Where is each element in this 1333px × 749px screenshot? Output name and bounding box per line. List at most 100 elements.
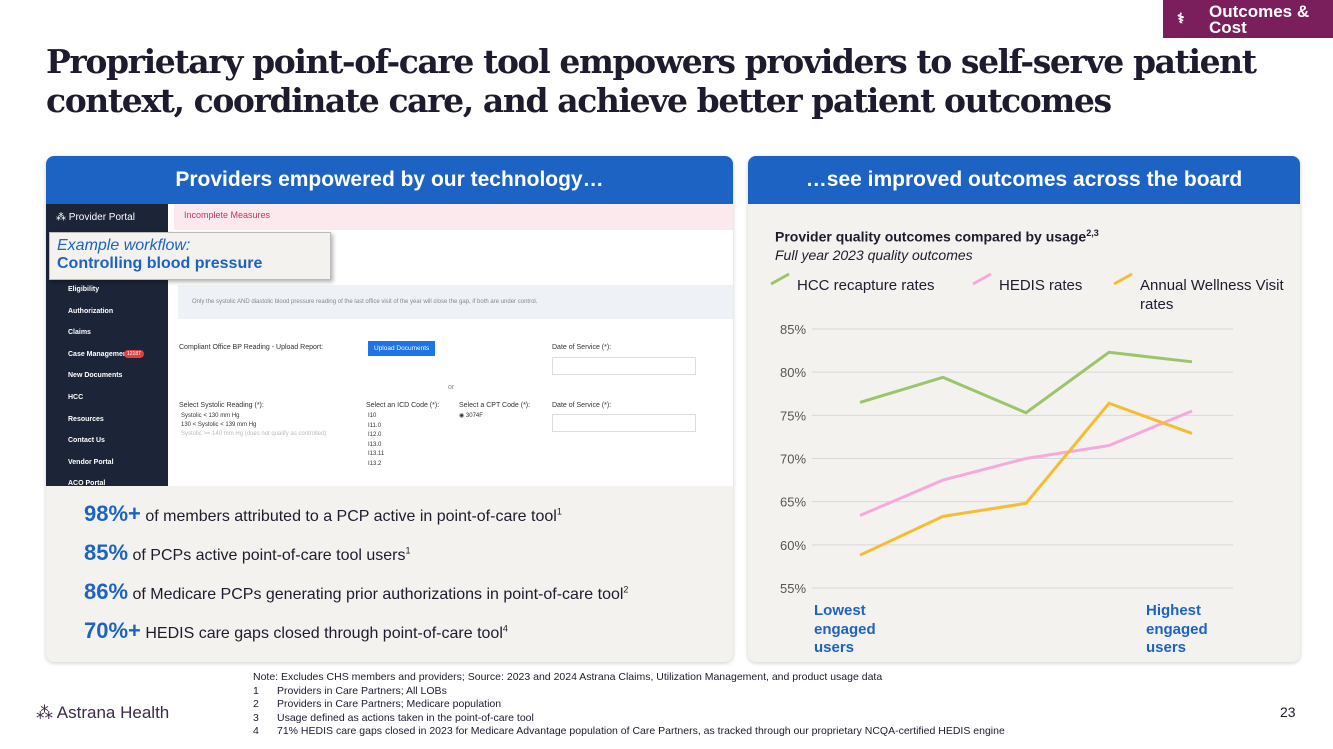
note-number: 2 — [253, 698, 259, 710]
stat-note: 4 — [502, 623, 508, 634]
panel-header: …see improved outcomes across the board — [748, 156, 1300, 204]
date-label-2: Date of Service (*): — [552, 402, 612, 409]
banner: Incomplete Measures — [174, 204, 733, 230]
radio-option: Systolic >= 140 mm Hg (does not qualify … — [181, 431, 327, 437]
cpt-label: Select a CPT Code (*): — [459, 402, 531, 409]
legend-swatch — [770, 272, 790, 286]
note-number: 3 — [253, 711, 259, 724]
category-label: Highest engaged users — [1146, 602, 1208, 656]
note: Note: Excludes CHS members and providers… — [253, 671, 883, 683]
stat-value: 86% — [84, 579, 129, 604]
radio-option: I13.0 — [368, 441, 382, 448]
chart-title-note: 2,3 — [1086, 228, 1099, 238]
upload-label: Compliant Office BP Reading - Upload Rep… — [179, 344, 324, 351]
note-item: 1 Providers in Care Partners; All LOBs — [253, 685, 1153, 699]
legend-entry: HEDIS rates — [999, 277, 1083, 294]
menu-item: New Documents — [68, 372, 123, 380]
brand-text: Provider Portal — [68, 212, 135, 223]
legend-label: HCC recapture rates — [797, 277, 935, 294]
radio-option: I13.11 — [368, 451, 385, 457]
category-label: Lowest engaged users — [814, 602, 876, 656]
y-tick-label: 85% — [780, 322, 806, 337]
stat-value: 70%+ — [84, 618, 141, 643]
menu-item: ACO Portal — [68, 480, 106, 486]
stats: 98%+ of members attributed to a PCP acti… — [84, 501, 628, 657]
y-tick-label: 55% — [780, 581, 806, 596]
series-line — [859, 350, 1193, 415]
callout-line: Controlling blood pressure — [57, 255, 263, 272]
y-tick-label: 75% — [780, 408, 806, 423]
note-items: 1 Providers in Care Partners; All LOBs 2 Pr… — [253, 685, 1153, 739]
date-label: Date of Service (*): — [552, 344, 612, 351]
menu-item: Resources — [68, 415, 104, 423]
logo: ⁂ Astrana Health — [36, 703, 170, 722]
note-number: 1 — [253, 684, 259, 697]
badge: ⚕ Outcomes & Cost — [1163, 0, 1333, 38]
chart-subtitle: Full year 2023 quality outcomes — [775, 247, 973, 263]
logo-text: Astrana Health — [56, 703, 170, 722]
stat: 98%+ of members attributed to a PCP acti… — [84, 501, 628, 540]
y-tick-label: 60% — [780, 538, 806, 553]
stat-value: 85% — [84, 540, 129, 565]
chart-title-text: Provider quality outcomes compared by us… — [775, 228, 1087, 245]
note-text: Providers in Care Partners; Medicare pop… — [277, 698, 502, 710]
note-item: 3 Usage defined as actions taken in the p… — [253, 712, 1153, 726]
cpt-text: 3074F — [465, 413, 483, 419]
stat: 86% of Medicare PCPs generating prior au… — [84, 579, 628, 618]
radio-option: I13.2 — [368, 460, 382, 467]
callout: Example workflow: Controlling blood pres… — [49, 232, 331, 280]
systolic-label: Select Systolic Reading (*): — [179, 402, 264, 409]
series-line — [859, 401, 1193, 557]
note-number: 4 — [253, 725, 259, 737]
x-tick-label: Lowest engaged users — [814, 602, 876, 656]
menu-item: HCC — [68, 393, 84, 401]
radio-option: 130 < Systolic < 139 mm Hg — [181, 422, 257, 428]
or: or — [448, 384, 455, 391]
stat-note: 1 — [556, 506, 562, 517]
menu-item: Authorization — [68, 307, 114, 315]
stat-text: HEDIS care gaps closed through point-of-… — [145, 625, 503, 642]
legend-swatch — [972, 272, 992, 286]
legend-label: HEDIS rates — [999, 277, 1083, 294]
date-input-2[interactable] — [552, 414, 696, 432]
radio-option: Systolic < 130 mm Hg — [181, 413, 240, 419]
portal-menu: Eligibility Authorization Claims Case Manag… — [46, 279, 168, 486]
date-input[interactable] — [552, 357, 696, 375]
case-badge: 12187 — [124, 350, 144, 358]
menu-item: Claims — [68, 329, 91, 337]
note-text: Providers in Care Partners; All LOBs — [277, 684, 447, 697]
stat-note: 1 — [405, 545, 411, 556]
legend-swatch — [1113, 272, 1133, 286]
stat-text: of Medicare PCPs generating prior author… — [132, 586, 624, 603]
stat-note: 2 — [623, 584, 629, 595]
portal-brand: ⁂ Provider Portal — [56, 212, 135, 223]
menu-item: Case Management — [68, 350, 130, 358]
y-tick-label: 80% — [780, 365, 806, 380]
menu-item: Contact Us — [68, 437, 105, 445]
note-item: 2 Providers in Care Partners; Medicare po… — [253, 698, 1153, 712]
radio-option: I11.0 — [368, 422, 381, 429]
right-panel: …see improved outcomes across the board … — [748, 156, 1300, 662]
page-number: 23 — [1280, 704, 1296, 720]
stat: 70%+ HEDIS care gaps closed through poin… — [84, 618, 628, 657]
info: Only the systolic AND diastolic blood pr… — [178, 285, 733, 319]
cpt-option: ◉ 3074F — [459, 413, 483, 419]
x-tick-label: Highest engaged users — [1146, 602, 1208, 656]
icd-options: I10 I11.0 I12.0 I13.0 I13.11 I13.2 — [368, 412, 384, 469]
upload-button[interactable]: Upload Documents — [368, 341, 436, 356]
series-line — [859, 409, 1193, 517]
panel-header: Providers empowered by our technology… — [46, 156, 733, 204]
stat-text: of members attributed to a PCP active in… — [145, 508, 557, 525]
callout-line: Example workflow: — [57, 237, 191, 254]
menu-item: Eligibility — [68, 286, 100, 293]
note-text: Usage defined as actions taken in the po… — [277, 711, 534, 724]
radio-option: I12.0 — [368, 432, 382, 438]
legend-entry: Annual Wellness Visit rates — [1140, 277, 1284, 313]
y-tick-label: 65% — [780, 495, 806, 510]
stat: 85% of PCPs active point-of-care tool us… — [84, 540, 628, 579]
note-item: 4 71% HEDIS care gaps closed in 2023 for … — [253, 725, 1153, 739]
slide-title: Proprietary point-of-care tool empowers … — [46, 42, 1257, 120]
menu-item: Vendor Portal — [68, 458, 114, 466]
